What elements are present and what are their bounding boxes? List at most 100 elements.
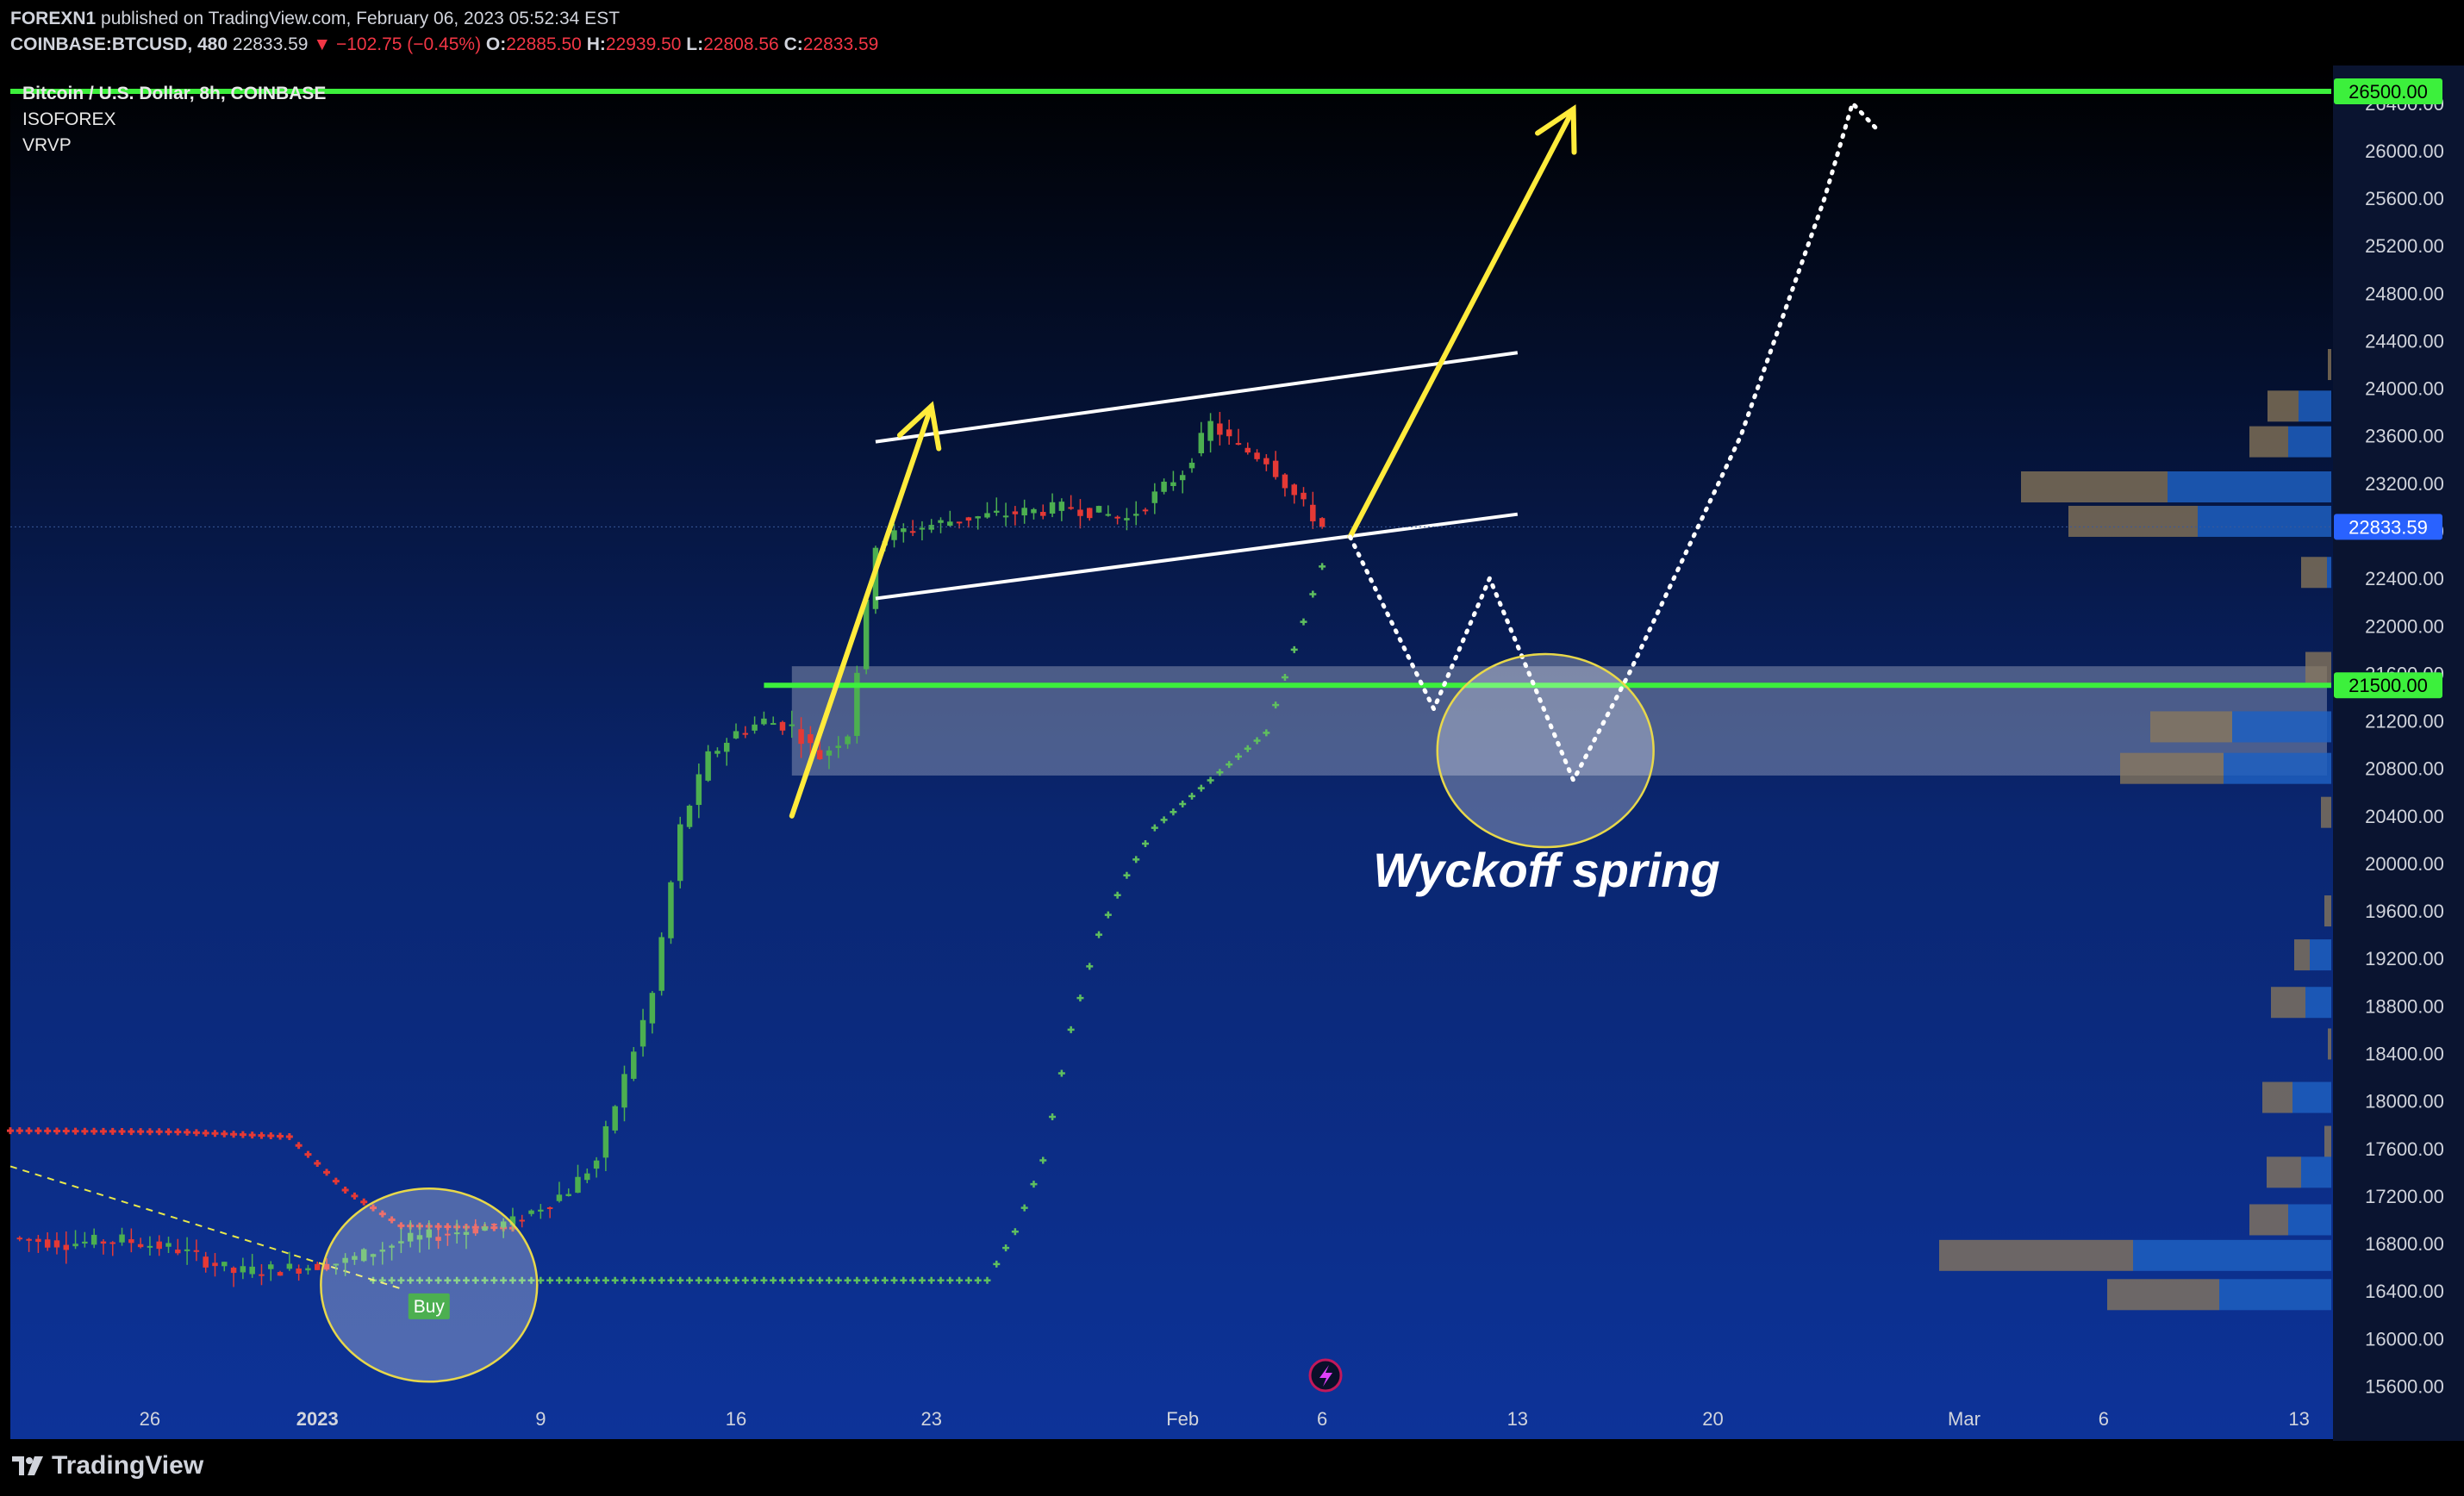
candle-bull bbox=[1132, 514, 1139, 516]
candle-bear bbox=[546, 1207, 553, 1210]
indicator-dot-green bbox=[993, 1260, 1001, 1268]
candle-bear bbox=[35, 1238, 41, 1243]
bolt-icon[interactable] bbox=[1308, 1358, 1343, 1393]
candle-bull bbox=[891, 530, 897, 540]
y-tick-label: 20400.00 bbox=[2365, 806, 2444, 827]
candle-bull bbox=[733, 731, 739, 739]
candle-bull bbox=[919, 527, 926, 530]
y-tick-label: 16000.00 bbox=[2365, 1328, 2444, 1350]
publisher-name[interactable]: FOREXN1 bbox=[10, 9, 97, 28]
candle-bear bbox=[779, 721, 786, 731]
indicator-dot-green bbox=[1030, 1181, 1038, 1188]
volume-profile-bar-sell bbox=[2301, 557, 2327, 589]
candle-bear bbox=[816, 750, 823, 760]
indicator-dot-green bbox=[648, 1276, 656, 1284]
candle-bull bbox=[1198, 433, 1205, 453]
indicator-dot-green bbox=[500, 1276, 508, 1284]
indicator-dot-green bbox=[797, 1276, 805, 1284]
indicator-dot-green bbox=[667, 1276, 675, 1284]
candle-bear bbox=[1291, 484, 1297, 496]
candle-bear bbox=[44, 1239, 51, 1248]
trend-arrow-head bbox=[1535, 104, 1577, 155]
spring-zone-circle[interactable] bbox=[1436, 652, 1655, 849]
indicator-dot-green bbox=[1057, 1069, 1065, 1077]
candle-bear bbox=[1142, 509, 1149, 512]
candle-bull bbox=[333, 1263, 340, 1266]
channel-upper-line[interactable] bbox=[875, 351, 1519, 444]
candle-bear bbox=[519, 1219, 525, 1222]
symbol-label: COINBASE:BTCUSD, 480 bbox=[10, 34, 228, 54]
indicator-dot-green bbox=[508, 1276, 516, 1284]
tradingview-logo[interactable]: TradingView bbox=[10, 1451, 203, 1480]
candle-bear bbox=[445, 1233, 451, 1236]
indicator-dot-green bbox=[881, 1276, 889, 1284]
candle-bull bbox=[370, 1254, 377, 1257]
y-tick-label: 21200.00 bbox=[2365, 711, 2444, 732]
x-tick-label: 6 bbox=[1317, 1408, 1327, 1430]
indicator-dot-green bbox=[927, 1276, 935, 1284]
legend-indicator-vrvp[interactable]: VRVP bbox=[22, 135, 72, 155]
trend-arrow-line[interactable] bbox=[789, 403, 934, 819]
candle-bear bbox=[137, 1244, 144, 1248]
candle-bear bbox=[230, 1268, 237, 1274]
chart-area[interactable]: Wyckoff spring Buy 15600.00 16000.00 16400.… bbox=[0, 65, 2464, 1441]
wyckoff-spring-label: Wyckoff spring bbox=[1373, 843, 1719, 897]
volume-profile-bar-sell bbox=[2150, 711, 2232, 743]
channel-lower-line[interactable] bbox=[875, 512, 1519, 601]
indicator-dot-green bbox=[546, 1276, 554, 1284]
trend-arrow-line[interactable] bbox=[1347, 106, 1576, 539]
indicator-dot-green bbox=[1123, 871, 1131, 879]
volume-profile-bar-buy bbox=[2305, 987, 2331, 1019]
legend-title[interactable]: Bitcoin / U.S. Dollar, 8h, COINBASE bbox=[22, 84, 327, 103]
indicator-dot-green bbox=[825, 1276, 833, 1284]
indicator-dot-green bbox=[983, 1276, 991, 1284]
indicator-dot-green bbox=[760, 1276, 768, 1284]
candle-bull bbox=[863, 599, 870, 670]
price-change: ▼ −102.75 (−0.45%) bbox=[313, 34, 482, 54]
candle-bull bbox=[584, 1173, 590, 1181]
indicator-dot-green bbox=[434, 1276, 442, 1284]
candle-bear bbox=[1012, 511, 1019, 514]
indicator-dot-green bbox=[1151, 824, 1158, 832]
candle-bear bbox=[53, 1240, 60, 1248]
candle-bear bbox=[128, 1239, 134, 1244]
indicator-dot-green bbox=[807, 1276, 814, 1284]
y-tick-label: 25200.00 bbox=[2365, 235, 2444, 257]
candle-bear bbox=[1254, 452, 1260, 459]
candle-bear bbox=[259, 1274, 265, 1276]
indicator-dot-red bbox=[34, 1127, 42, 1135]
indicator-dot-green bbox=[741, 1276, 749, 1284]
indicator-dot-red bbox=[370, 1204, 377, 1212]
candle-bull bbox=[1021, 508, 1027, 516]
projected-path[interactable] bbox=[1348, 98, 1883, 786]
plot-background bbox=[10, 65, 2333, 1439]
legend-indicator-isoforex[interactable]: ISOFOREX bbox=[22, 109, 116, 129]
buy-signal-badge[interactable] bbox=[408, 1293, 450, 1319]
high-label: H: bbox=[586, 34, 606, 54]
low-label: L: bbox=[686, 34, 704, 54]
candle-bull bbox=[714, 751, 720, 754]
volume-profile-bar-sell bbox=[2305, 651, 2331, 683]
indicator-dot-red bbox=[72, 1127, 79, 1135]
indicator-dot-red bbox=[155, 1128, 163, 1136]
candle-bear bbox=[1301, 492, 1307, 500]
volume-profile-bar-sell bbox=[2267, 1156, 2301, 1188]
y-tick-label: 15600.00 bbox=[2365, 1375, 2444, 1397]
tradingview-brand: TradingView bbox=[52, 1451, 204, 1480]
candle-bull bbox=[686, 805, 693, 827]
indicator-dot-red bbox=[295, 1142, 303, 1150]
indicator-dot-green bbox=[853, 1276, 861, 1284]
indicator-dot-red bbox=[165, 1128, 172, 1136]
volume-profile-bar-sell bbox=[2107, 1279, 2219, 1311]
indicator-dot-red bbox=[314, 1159, 321, 1167]
level-price-label: 21500.00 bbox=[2349, 675, 2428, 696]
y-tick-label: 18400.00 bbox=[2365, 1043, 2444, 1064]
buy-zone-circle[interactable] bbox=[320, 1187, 539, 1383]
indicator-dot-red bbox=[25, 1127, 33, 1135]
indicator-dot-green bbox=[555, 1276, 563, 1284]
indicator-dot-green bbox=[704, 1276, 712, 1284]
candle-bear bbox=[1226, 429, 1232, 437]
price-chart[interactable]: Wyckoff spring Buy 15600.00 16000.00 16400.… bbox=[0, 65, 2464, 1441]
x-tick-label: 23 bbox=[920, 1408, 941, 1430]
indicator-dot-red bbox=[285, 1132, 293, 1140]
